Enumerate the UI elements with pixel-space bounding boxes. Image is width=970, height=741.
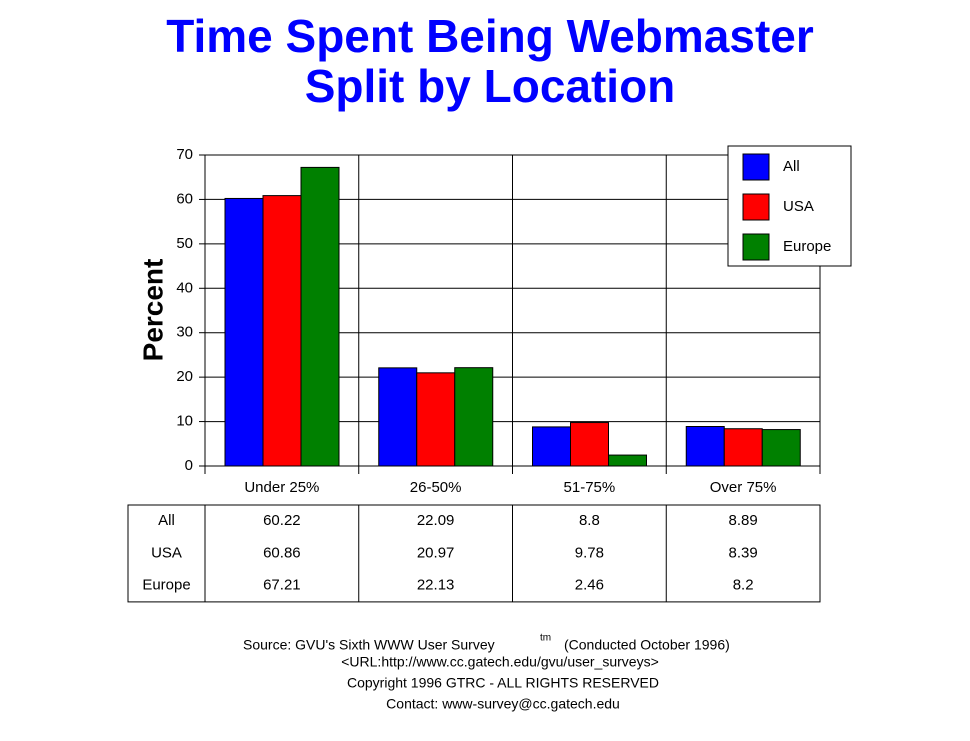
y-tick-label: 30 xyxy=(176,324,193,341)
x-tick-label: 26-50% xyxy=(410,479,462,496)
bar xyxy=(300,166,340,467)
footer-conducted: (Conducted October 1996) xyxy=(564,637,730,653)
table-cell: 22.13 xyxy=(417,577,455,594)
chart-title: Split by Location xyxy=(305,60,676,112)
chart-title: Time Spent Being Webmaster xyxy=(166,10,814,62)
x-tick-label: 51-75% xyxy=(564,479,616,496)
bar xyxy=(454,367,494,467)
y-tick-label: 60 xyxy=(176,190,193,207)
y-tick-label: 10 xyxy=(176,413,193,430)
bar xyxy=(723,428,763,467)
legend-label: USA xyxy=(783,198,814,215)
legend-label: All xyxy=(783,158,800,175)
data-table xyxy=(127,504,821,603)
table-cell: 8.8 xyxy=(579,512,600,529)
table-row-label: USA xyxy=(151,544,182,561)
bar xyxy=(570,422,609,467)
legend-swatch xyxy=(742,153,770,181)
table-cell: 8.2 xyxy=(733,577,754,594)
table-cell: 20.97 xyxy=(417,544,455,561)
table-cell: 2.46 xyxy=(575,577,604,594)
bar xyxy=(608,454,647,467)
x-tick-label: Over 75% xyxy=(710,479,777,496)
y-axis-label: Percent xyxy=(137,259,168,362)
legend-swatch xyxy=(742,233,770,261)
footer-source: Source: GVU's Sixth WWW User Survey xyxy=(243,637,495,653)
table-cell: 22.09 xyxy=(417,512,455,529)
footer-contact: Contact: www-survey@cc.gatech.edu xyxy=(386,696,620,712)
table-cell: 60.86 xyxy=(263,544,301,561)
table-row-label: Europe xyxy=(142,577,190,594)
legend-swatch xyxy=(742,193,770,221)
table-cell: 9.78 xyxy=(575,544,604,561)
y-tick-label: 20 xyxy=(176,368,193,385)
legend-label: Europe xyxy=(783,238,831,255)
footer-url: <URL:http://www.cc.gatech.edu/gvu/user_s… xyxy=(341,654,659,670)
table-cell: 8.89 xyxy=(729,512,758,529)
bar xyxy=(761,429,801,467)
y-tick-label: 0 xyxy=(185,457,193,474)
bar xyxy=(224,197,264,467)
y-tick-label: 70 xyxy=(176,146,193,163)
table-cell: 67.21 xyxy=(263,577,301,594)
bar xyxy=(532,426,571,467)
table-cell: 8.39 xyxy=(729,544,758,561)
table-cell: 60.22 xyxy=(263,512,301,529)
bar xyxy=(416,372,456,467)
table-row-label: All xyxy=(158,512,175,529)
x-tick-label: Under 25% xyxy=(244,479,319,496)
bar xyxy=(378,367,418,467)
bar xyxy=(685,426,725,467)
y-tick-label: 50 xyxy=(176,235,193,252)
footer-superscript: tm xyxy=(540,633,551,644)
footer-copyright: Copyright 1996 GTRC - ALL RIGHTS RESERVE… xyxy=(347,675,659,691)
bar xyxy=(262,195,302,467)
y-tick-label: 40 xyxy=(176,279,193,296)
